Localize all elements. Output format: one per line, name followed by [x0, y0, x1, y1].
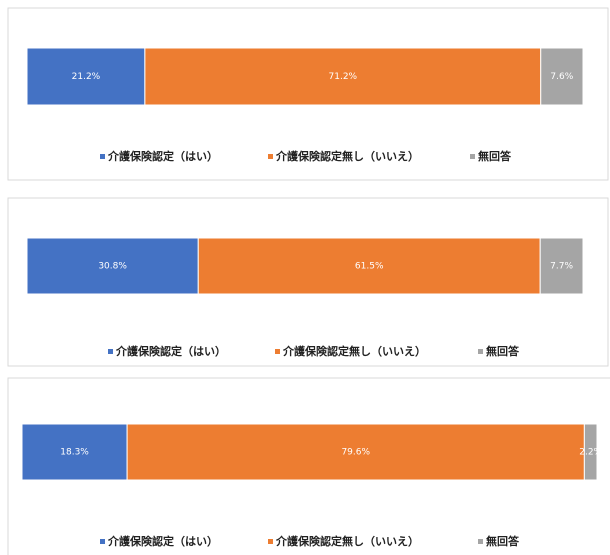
bar-segment	[540, 47, 584, 106]
data-label: 7.6%	[550, 72, 573, 82]
legend-label: 介護保険認定（はい）	[115, 344, 226, 358]
data-label: 18.3%	[60, 448, 89, 458]
legend-swatch	[275, 349, 280, 354]
data-label: 61.5%	[355, 262, 384, 272]
legend-label: 介護保険認定無し（いいえ）	[275, 149, 419, 163]
bar-segment	[126, 423, 585, 481]
data-label: 21.2%	[72, 72, 101, 82]
legend-swatch	[100, 154, 105, 159]
data-label: 79.6%	[341, 448, 370, 458]
legend-swatch	[478, 539, 483, 544]
legend-swatch	[470, 154, 475, 159]
legend-swatch	[108, 349, 113, 354]
legend-label: 無回答	[486, 344, 520, 358]
legend-label: 介護保険認定無し（いいえ）	[275, 534, 419, 548]
bar-segment	[539, 237, 584, 295]
legend-label: 無回答	[478, 149, 512, 163]
bar-segment	[21, 423, 128, 481]
data-label: 7.7%	[550, 262, 573, 272]
data-label: 71.2%	[329, 72, 358, 82]
bar-segment	[144, 47, 542, 106]
legend-swatch	[268, 539, 273, 544]
legend-label: 介護保険認定無し（いいえ）	[282, 344, 426, 358]
data-label: 30.8%	[98, 262, 127, 272]
legend-swatch	[100, 539, 105, 544]
legend-swatch	[478, 349, 483, 354]
legend-swatch	[268, 154, 273, 159]
data-label: 2.2%	[579, 448, 602, 458]
bar-segment	[26, 47, 146, 106]
bar-segment	[583, 423, 598, 481]
legend-label: 無回答	[486, 534, 520, 548]
legend-label: 介護保険認定（はい）	[107, 149, 218, 163]
bar-segment	[26, 237, 199, 295]
legend-label: 介護保険認定（はい）	[107, 534, 218, 548]
bar-segment	[197, 237, 541, 295]
